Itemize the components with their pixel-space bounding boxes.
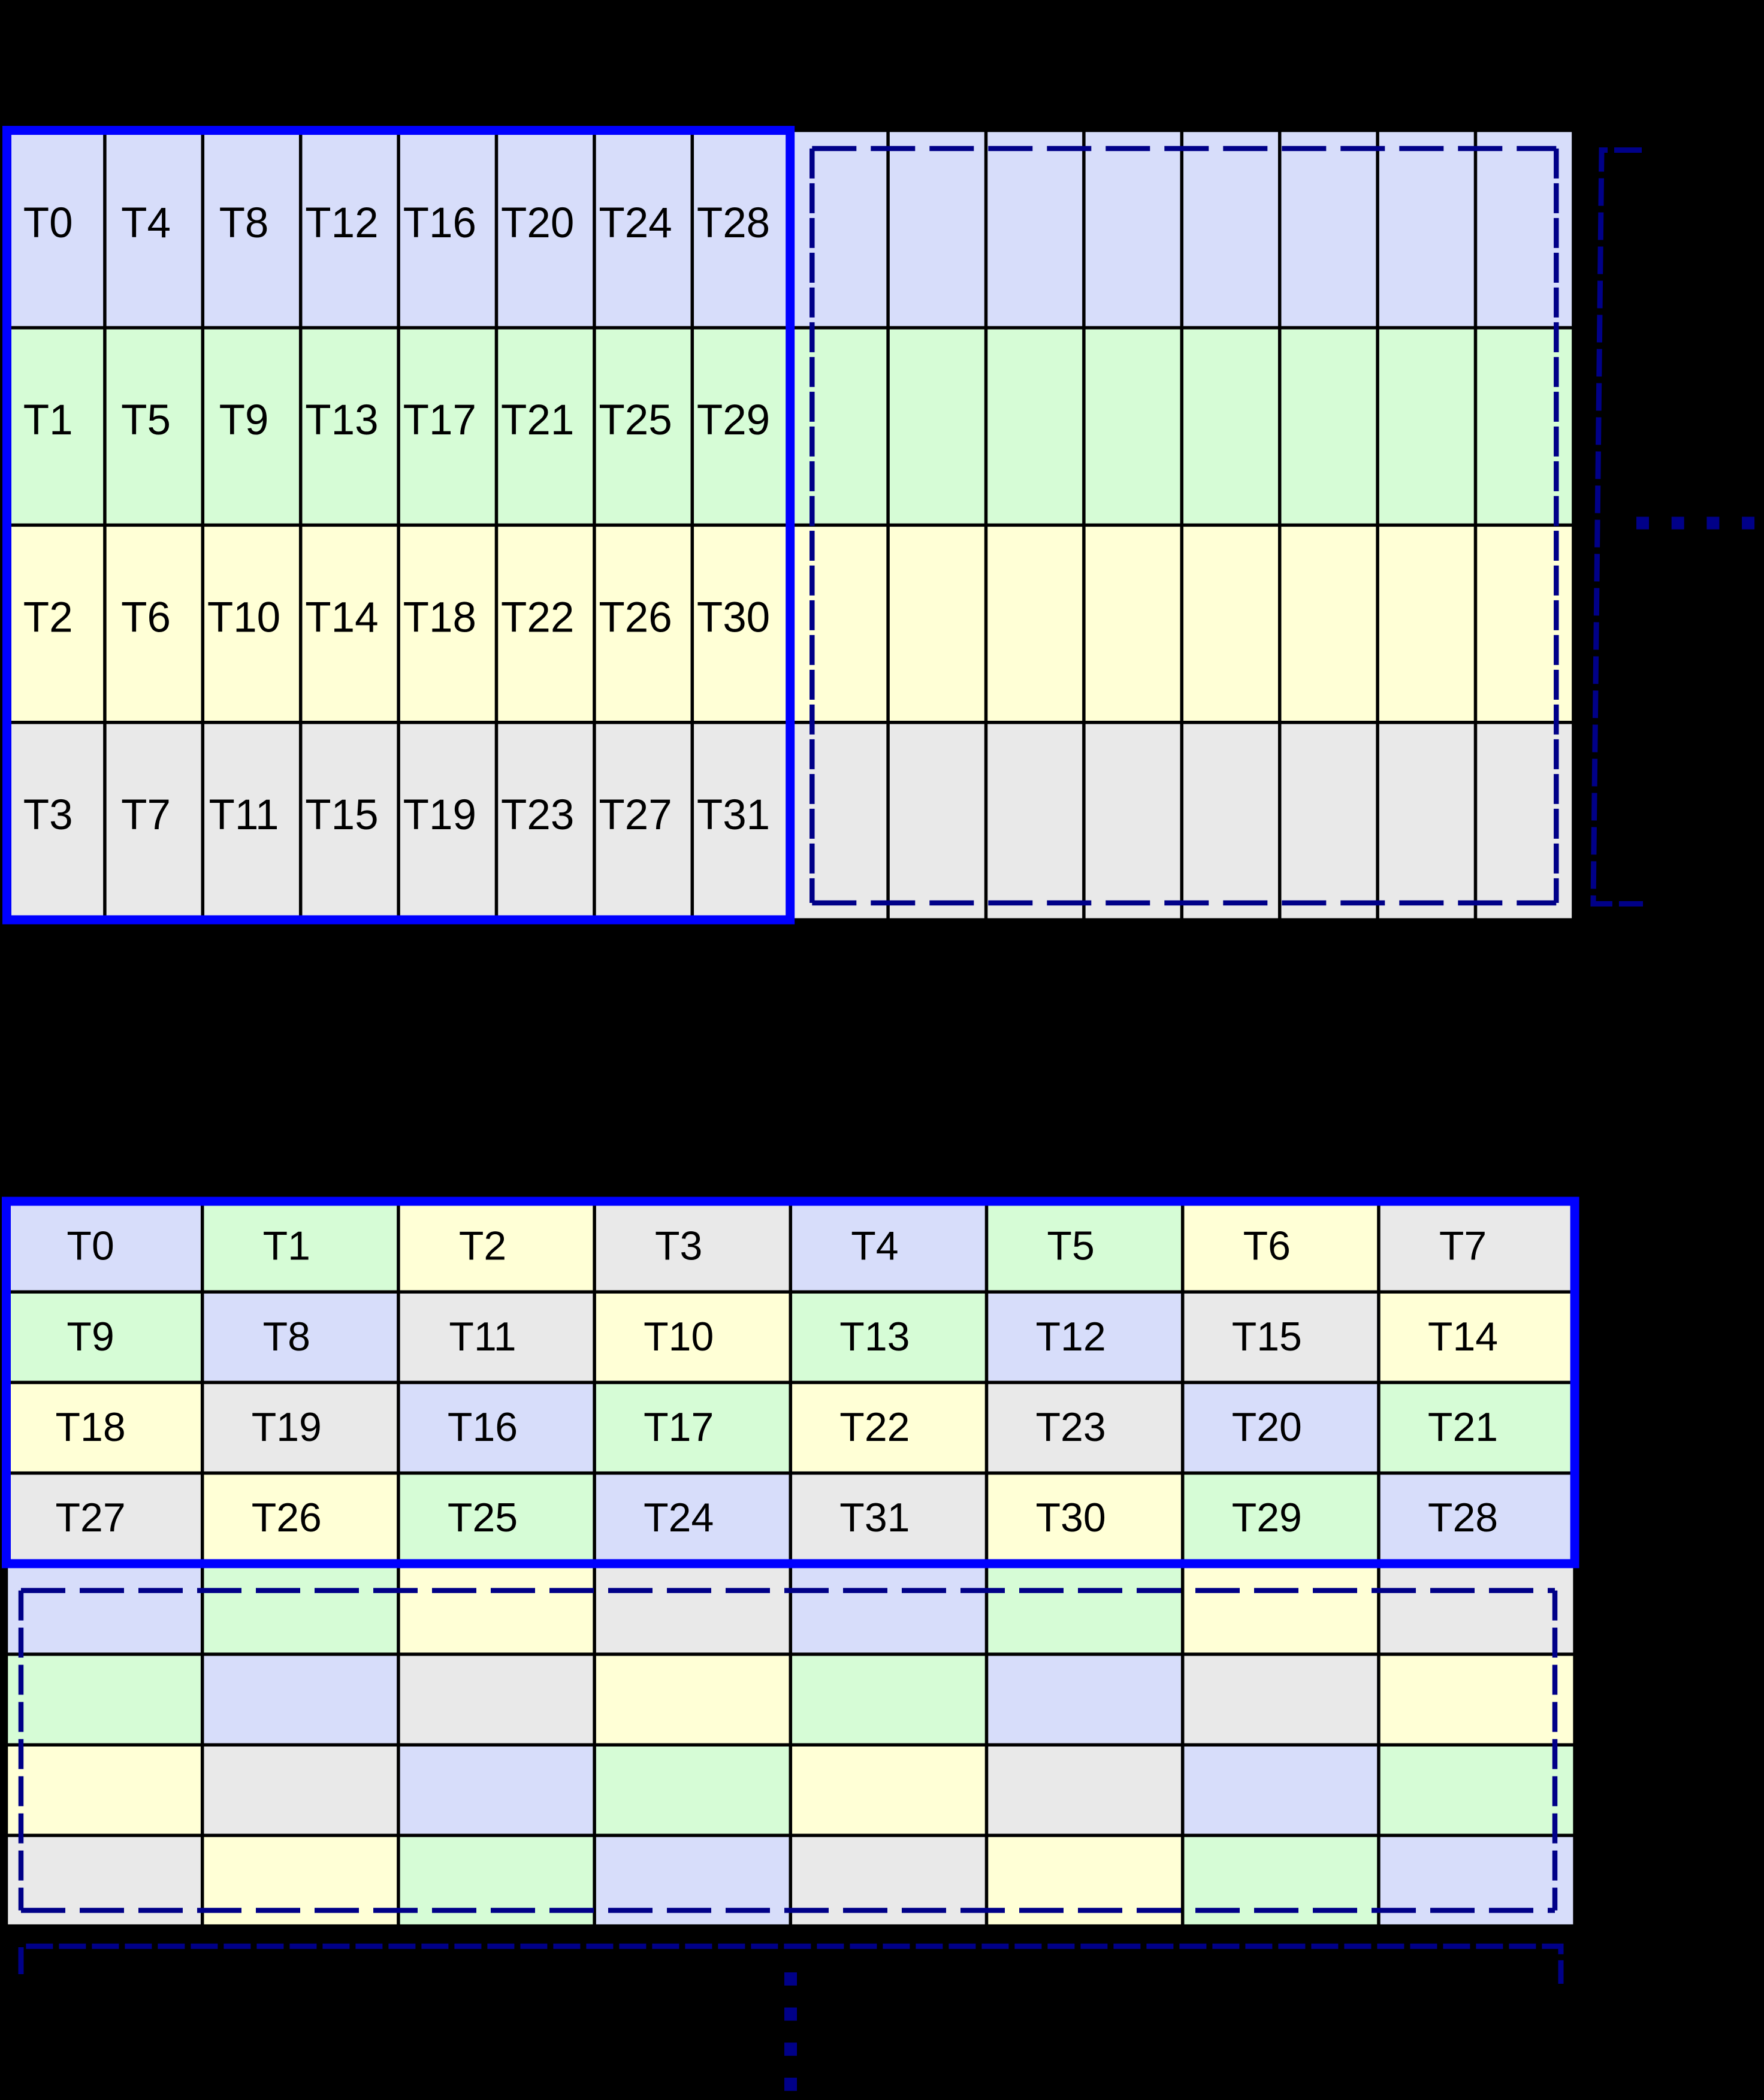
svg-text:T28: T28 [697,200,770,247]
svg-text:T25: T25 [599,397,672,444]
svg-text:T3: T3 [23,791,73,839]
svg-text:T8: T8 [219,200,269,247]
svg-text:T10: T10 [207,594,280,642]
svg-text:T2: T2 [459,1223,506,1269]
svg-text:T31: T31 [839,1495,910,1540]
svg-text:T19: T19 [403,791,476,839]
svg-text:T5: T5 [121,397,171,444]
svg-text:T20: T20 [1232,1404,1302,1450]
svg-text:T17: T17 [403,397,476,444]
svg-text:T12: T12 [1036,1314,1106,1359]
svg-text:T28: T28 [1428,1495,1498,1540]
svg-text:T11: T11 [209,791,279,839]
svg-text:T13: T13 [839,1314,910,1359]
svg-text:T30: T30 [1036,1495,1106,1540]
svg-text:T29: T29 [1232,1495,1302,1540]
svg-text:T20: T20 [501,200,574,247]
svg-text:T18: T18 [403,594,476,642]
svg-text:T6: T6 [1243,1223,1291,1269]
svg-text:T15: T15 [305,791,378,839]
svg-text:T9: T9 [219,397,269,444]
svg-text:T0: T0 [67,1223,114,1269]
svg-text:T9: T9 [67,1314,114,1359]
svg-text:T4: T4 [851,1223,898,1269]
svg-text:T31: T31 [697,791,770,839]
svg-text:T14: T14 [1428,1314,1498,1359]
svg-text:T22: T22 [839,1404,910,1450]
svg-text:T24: T24 [599,200,672,247]
svg-text:T27: T27 [56,1495,126,1540]
svg-text:T23: T23 [1036,1404,1106,1450]
svg-text:T3: T3 [655,1223,702,1269]
svg-text:T22: T22 [501,594,574,642]
svg-text:T24: T24 [644,1495,714,1540]
svg-text:T25: T25 [448,1495,518,1540]
svg-text:T10: T10 [644,1314,714,1359]
svg-text:T18: T18 [56,1404,126,1450]
svg-text:T16: T16 [403,200,476,247]
svg-text:T19: T19 [252,1404,322,1450]
svg-text:T27: T27 [599,791,672,839]
svg-text:T8: T8 [263,1314,310,1359]
svg-text:T21: T21 [1428,1404,1498,1450]
svg-text:T13: T13 [305,397,378,444]
svg-text:T23: T23 [501,791,574,839]
svg-text:T5: T5 [1047,1223,1094,1269]
svg-text:T2: T2 [23,594,73,642]
svg-text:T26: T26 [252,1495,322,1540]
svg-text:T16: T16 [448,1404,518,1450]
svg-text:T29: T29 [697,397,770,444]
svg-text:T26: T26 [599,594,672,642]
svg-text:T7: T7 [121,791,171,839]
svg-text:T0: T0 [23,200,73,247]
svg-text:T14: T14 [305,594,378,642]
svg-text:T30: T30 [697,594,770,642]
svg-text:T15: T15 [1232,1314,1302,1359]
svg-text:T12: T12 [305,200,378,247]
svg-text:T1: T1 [263,1223,310,1269]
svg-text:T4: T4 [121,200,171,247]
svg-text:T7: T7 [1439,1223,1487,1269]
svg-text:T1: T1 [23,397,73,444]
svg-text:T17: T17 [644,1404,714,1450]
svg-text:T21: T21 [501,397,574,444]
svg-text:T6: T6 [121,594,171,642]
svg-text:T11: T11 [449,1314,516,1359]
